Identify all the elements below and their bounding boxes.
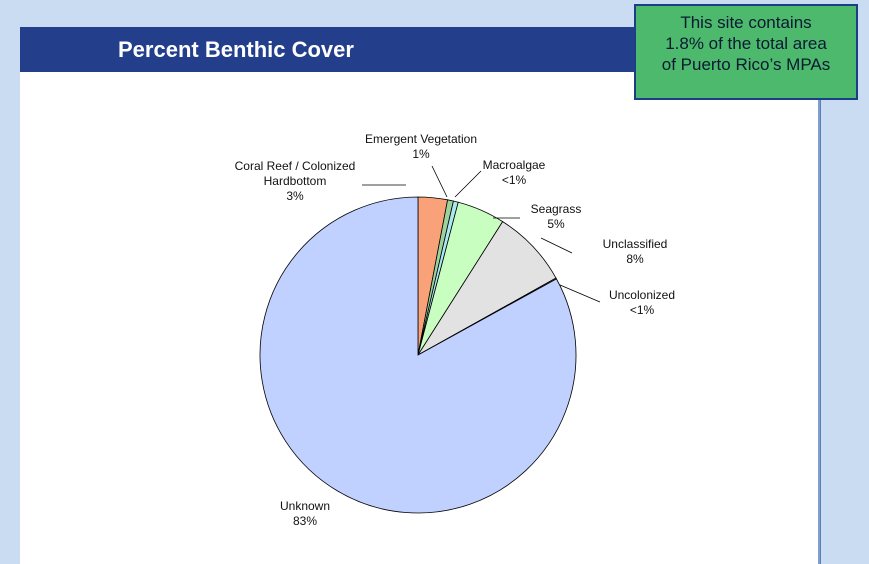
pie-slices <box>259 196 577 514</box>
slice-label-seagrass: Seagrass 5% <box>531 202 582 231</box>
callout-line-2: 1.8% of the total area <box>665 34 827 53</box>
slice-label-unclassified: Unclassified 8% <box>603 237 668 266</box>
chart-title: Percent Benthic Cover <box>118 37 354 62</box>
slice-label-macroalgae: Macroalgae <1% <box>483 158 546 187</box>
area-callout: This site contains 1.8% of the total are… <box>634 4 858 100</box>
leader-lines <box>362 165 601 303</box>
slice-label-uncolonized: Uncolonized <1% <box>609 288 675 317</box>
slice-label-emergent-vegetation: Emergent Vegetation 1% <box>365 132 477 161</box>
slice-label-coral-reef-colonized-hardbottom: Coral Reef / Colonized Hardbottom 3% <box>235 159 356 203</box>
leader-line-macroalgae <box>454 170 482 198</box>
leader-line-emergent-vegetation <box>431 165 448 198</box>
pie-slice-unknown <box>259 196 577 514</box>
leader-line-unclassified <box>540 237 573 254</box>
slice-labels: Coral Reef / Colonized Hardbottom 3% Emerge… <box>235 132 675 528</box>
slice-label-unknown: Unknown 83% <box>280 499 330 528</box>
leader-line-uncolonized <box>559 284 601 303</box>
callout-line-3: of Puerto Rico’s MPAs <box>661 55 831 74</box>
callout-line-1: This site contains <box>680 13 812 32</box>
